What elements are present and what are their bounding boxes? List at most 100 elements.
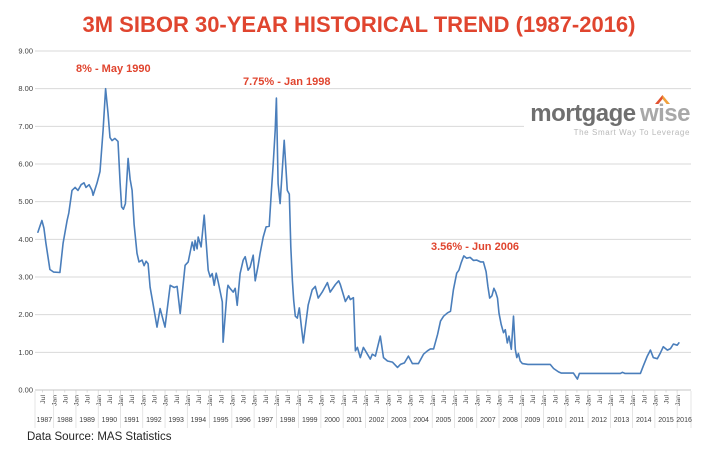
month-tick-label: Jan <box>229 395 236 406</box>
year-label: 2013 <box>614 417 630 424</box>
month-tick-label: Jan <box>675 395 682 406</box>
month-tick-label: Jul <box>530 395 537 404</box>
month-tick-label: Jan <box>118 395 125 406</box>
annotation-peak-1990: 8% - May 1990 <box>76 63 151 75</box>
month-tick-label: Jan <box>363 395 370 406</box>
month-tick-label: Jan <box>474 395 481 406</box>
month-tick-label: Jan <box>630 395 637 406</box>
year-label: 2006 <box>458 417 474 424</box>
month-tick-label: Jul <box>463 395 470 404</box>
month-tick-label: Jan <box>274 395 281 406</box>
year-label: 2007 <box>480 417 496 424</box>
year-label: 2001 <box>347 417 363 424</box>
year-label: 1991 <box>124 417 140 424</box>
year-label: 1995 <box>213 417 229 424</box>
month-tick-label: Jul <box>62 395 69 404</box>
month-tick-label: Jul <box>107 395 114 404</box>
month-tick-label: Jan <box>51 395 58 406</box>
year-label: 1997 <box>257 417 273 424</box>
month-tick-label: Jul <box>129 395 136 404</box>
month-tick-label: Jan <box>430 395 437 406</box>
month-tick-label: Jul <box>485 395 492 404</box>
month-tick-label: Jul <box>196 395 203 404</box>
year-label: 2015 <box>658 417 674 424</box>
month-tick-label: Jul <box>664 395 671 404</box>
series-line <box>37 87 680 380</box>
month-tick-label: Jan <box>541 395 548 406</box>
month-tick-label: Jul <box>241 395 248 404</box>
y-tick-label: 7.00 <box>18 122 33 131</box>
month-tick-label: Jul <box>619 395 626 404</box>
month-tick-label: Jan <box>207 395 214 406</box>
y-tick-label: 4.00 <box>18 235 33 244</box>
logo-wordmark: mortgage wi se <box>530 95 690 127</box>
month-tick-label: Jul <box>218 395 225 404</box>
month-tick-label: Jul <box>508 395 515 404</box>
month-tick-label: Jul <box>330 395 337 404</box>
month-tick-label: Jul <box>396 395 403 404</box>
y-axis-labels: 9.00 8.00 7.00 6.00 5.00 4.00 3.00 2.00 1.00 0.00 <box>18 47 33 395</box>
month-tick-label: Jul <box>151 395 158 404</box>
year-label: 2000 <box>324 417 340 424</box>
month-tick-label: Jul <box>419 395 426 404</box>
month-tick-label: Jul <box>441 395 448 404</box>
month-tick-label: Jul <box>174 395 181 404</box>
month-tick-label: Jul <box>352 395 359 404</box>
year-label: 2011 <box>569 417 584 424</box>
year-label: 1989 <box>79 417 95 424</box>
year-label: 1992 <box>146 417 162 424</box>
sibor-series-path <box>37 87 680 380</box>
annotation-peak-2006: 3.56% - Jun 2006 <box>431 241 520 253</box>
month-tick-label: Jan <box>341 395 348 406</box>
month-tick-label: Jan <box>74 395 81 406</box>
month-tick-label: Jul <box>285 395 292 404</box>
y-tick-label: 8.00 <box>18 84 33 93</box>
logo-word-wise: wi se <box>636 95 690 127</box>
year-label: 2014 <box>636 417 652 424</box>
year-label: 1999 <box>302 417 318 424</box>
year-label: 1994 <box>191 417 207 424</box>
month-tick-label: Jul <box>575 395 582 404</box>
year-label: 2016 <box>676 417 692 424</box>
month-tick-label: Jan <box>652 395 659 406</box>
year-label: 1996 <box>235 417 251 424</box>
logo-word-mortgage: mortgage <box>530 100 636 127</box>
y-tick-label: 1.00 <box>18 348 33 357</box>
year-label: 2005 <box>436 417 452 424</box>
month-tick-label: Jan <box>519 395 526 406</box>
year-label: 2004 <box>413 417 429 424</box>
month-tick-label: Jan <box>563 395 570 406</box>
year-label: 2010 <box>547 417 563 424</box>
y-tick-label: 0.00 <box>18 386 33 395</box>
month-tick-label: Jan <box>185 395 192 406</box>
month-tick-label: Jan <box>408 395 415 406</box>
month-tick-label: Jul <box>597 395 604 404</box>
month-tick-label: Jul <box>85 395 92 404</box>
year-label: 2002 <box>369 417 385 424</box>
year-label: 2009 <box>525 417 541 424</box>
month-tick-label: Jan <box>385 395 392 406</box>
month-tick-label: Jan <box>140 395 147 406</box>
month-tick-label: Jul <box>307 395 314 404</box>
month-tick-label: Jan <box>497 395 504 406</box>
y-tick-label: 2.00 <box>18 310 33 319</box>
month-tick-label: Jul <box>641 395 648 404</box>
month-tick-label: Jan <box>452 395 459 406</box>
y-tick-label: 6.00 <box>18 160 33 169</box>
year-label: 1990 <box>102 417 118 424</box>
y-tick-label: 3.00 <box>18 273 33 282</box>
x-axis-labels: Jul Jan Jul Jan Jul Jan Jul Jan Jul Jan Jul Jan Jul J… <box>34 389 692 428</box>
month-tick-label: Jan <box>163 395 170 406</box>
mortgagewise-logo: mortgage wi se The Smart Way To Leverage <box>524 95 692 139</box>
month-tick-label: Jul <box>374 395 381 404</box>
y-tick-label: 5.00 <box>18 197 33 206</box>
month-tick-label: Jul <box>40 395 47 404</box>
month-tick-label: Jan <box>318 395 325 406</box>
month-tick-label: Jan <box>252 395 259 406</box>
month-tick-label: Jul <box>263 395 270 404</box>
chart-title: 3M SIBOR 30-YEAR HISTORICAL TREND (1987-… <box>82 12 636 37</box>
annotation-peak-1998: 7.75% - Jan 1998 <box>243 76 331 88</box>
year-label: 1998 <box>280 417 296 424</box>
